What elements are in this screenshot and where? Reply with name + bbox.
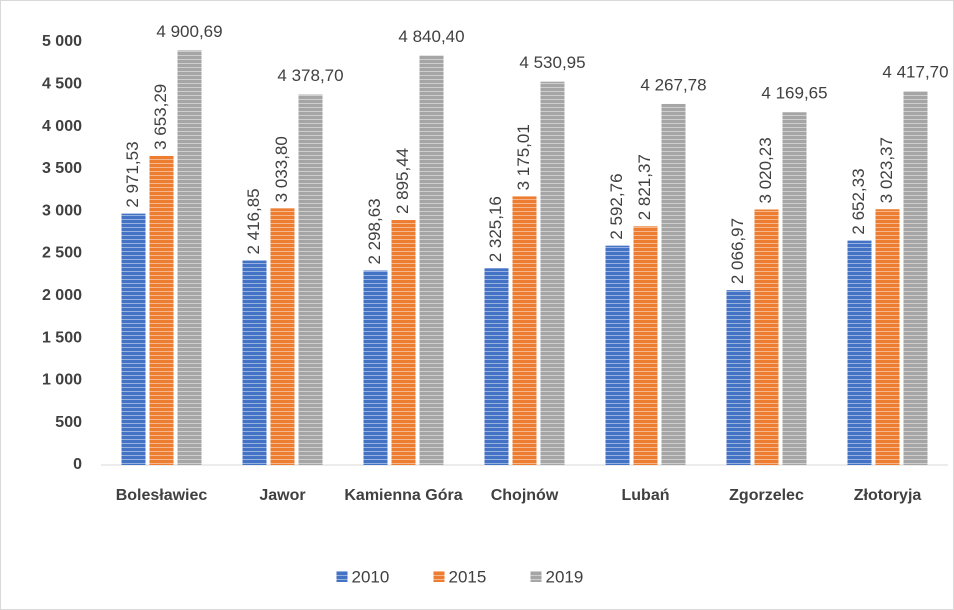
- bar: [903, 91, 928, 466]
- legend-swatch: [433, 571, 445, 582]
- value-label: 2 821,37: [635, 154, 654, 220]
- value-label: 2 325,16: [486, 196, 505, 262]
- x-tick-label: Złotoryja: [853, 487, 922, 504]
- x-tick-label: Bolesławiec: [115, 487, 208, 504]
- y-tick-label: 4 500: [42, 76, 82, 93]
- value-label: 3 020,23: [756, 137, 775, 203]
- value-label: 4 267,78: [640, 75, 706, 94]
- legend-label: 2010: [352, 567, 390, 586]
- y-tick-label: 5 000: [42, 33, 82, 50]
- bar: [298, 94, 323, 465]
- bar: [363, 270, 388, 465]
- bar: [540, 81, 565, 465]
- x-tick-label: Kamienna Góra: [344, 487, 463, 504]
- legend-label: 2015: [449, 567, 487, 586]
- value-label: 3 033,80: [272, 136, 291, 202]
- bar: [149, 155, 174, 465]
- x-tick-label: Jawor: [259, 487, 306, 504]
- value-label: 4 378,70: [277, 66, 343, 85]
- bar: [512, 196, 537, 465]
- bar: [270, 208, 295, 465]
- x-tick-label: Chojnów: [490, 487, 559, 504]
- bar: [875, 209, 900, 465]
- value-label: 4 530,95: [519, 53, 585, 72]
- value-label: 4 417,70: [882, 63, 948, 82]
- value-label: 3 023,37: [877, 137, 896, 203]
- value-label: 4 900,69: [156, 22, 222, 41]
- bar: [633, 226, 658, 465]
- bar: [605, 245, 630, 465]
- bar: [242, 260, 267, 465]
- value-label: 4 840,40: [398, 27, 464, 46]
- value-label: 2 298,63: [365, 198, 384, 264]
- y-tick-label: 3 500: [42, 160, 82, 177]
- value-label: 2 066,97: [728, 218, 747, 284]
- legend-swatch: [530, 571, 542, 582]
- bar: [726, 290, 751, 465]
- y-tick-label: 2 500: [42, 245, 82, 262]
- value-label: 3 175,01: [514, 124, 533, 190]
- legend-swatch: [336, 571, 348, 582]
- bar: [177, 50, 202, 466]
- y-tick-label: 1 500: [42, 329, 82, 346]
- value-label: 2 652,33: [849, 168, 868, 234]
- bar: [754, 209, 779, 465]
- bar: [391, 220, 416, 465]
- legend-label: 2019: [546, 567, 584, 586]
- value-label: 2 416,85: [244, 188, 263, 254]
- value-label: 2 895,44: [393, 148, 412, 214]
- y-tick-label: 0: [73, 456, 82, 473]
- y-tick-label: 4 000: [42, 118, 82, 135]
- x-tick-label: Lubań: [621, 487, 670, 504]
- y-tick-label: 2 000: [42, 287, 82, 304]
- x-tick-label: Zgorzelec: [729, 487, 804, 504]
- y-tick-label: 500: [55, 414, 82, 431]
- bar: [782, 112, 807, 465]
- bar: [121, 213, 146, 465]
- bar: [484, 268, 509, 465]
- value-label: 2 592,76: [607, 173, 626, 239]
- value-label: 2 971,53: [123, 141, 142, 207]
- value-label: 4 169,65: [761, 84, 827, 103]
- y-tick-label: 3 000: [42, 202, 82, 219]
- bar: [419, 55, 444, 465]
- y-tick-label: 1 000: [42, 372, 82, 389]
- bar: [847, 240, 872, 465]
- value-label: 3 653,29: [151, 84, 170, 150]
- bar: [661, 103, 686, 466]
